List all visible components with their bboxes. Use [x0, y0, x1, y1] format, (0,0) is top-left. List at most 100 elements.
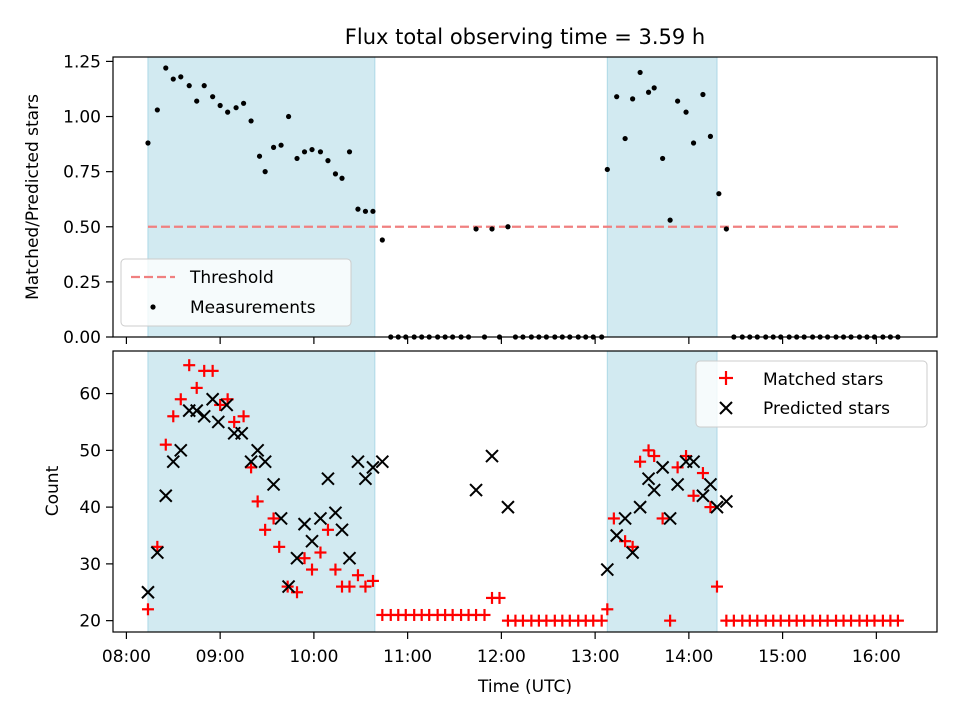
measurement-point	[225, 109, 231, 115]
predicted-star-marker	[235, 426, 249, 441]
measurement-point	[622, 135, 628, 142]
matched-star-marker	[687, 489, 700, 502]
chart-title: Flux total observing time = 3.59 h	[345, 25, 705, 49]
matched-legend-label: Matched stars	[763, 370, 883, 390]
matched-legend-swatch	[719, 371, 733, 385]
predicted-star-marker	[141, 585, 155, 599]
predicted-star-marker	[375, 454, 390, 469]
matched-star-marker	[183, 359, 196, 372]
y-tick-label: 0.25	[63, 273, 101, 293]
measurement-point	[262, 169, 268, 175]
measurements-legend-swatch	[150, 304, 156, 310]
y-tick-label: 1.25	[63, 52, 101, 72]
measurement-point	[186, 83, 192, 89]
predicted-star-marker	[250, 443, 265, 458]
matched-star-marker	[343, 580, 356, 593]
measurement-point	[362, 208, 369, 214]
measurement-point	[201, 83, 207, 89]
threshold-legend-label: Threshold	[189, 268, 274, 288]
matched-star-marker	[159, 438, 172, 451]
measurement-point	[651, 85, 657, 91]
measurement-point	[630, 96, 636, 102]
predicted-star-marker	[696, 489, 710, 503]
predicted-legend-label: Predicted stars	[763, 399, 890, 419]
matched-star-marker	[206, 364, 219, 377]
predicted-star-marker	[205, 392, 220, 406]
matched-star-marker	[214, 398, 227, 411]
measurement-point	[294, 155, 300, 162]
predicted-star-marker	[335, 523, 349, 537]
top-panel: 0.00 0.25 0.50 0.75 1.00 1.25 Matched/Predict…	[23, 52, 938, 348]
measurement-point	[170, 76, 176, 82]
top-plot-frame	[112, 56, 938, 338]
predicted-legend-swatch	[719, 401, 733, 415]
measurement-point	[683, 109, 689, 115]
measurement-point	[233, 105, 239, 111]
measurement-point	[355, 206, 361, 212]
predicted-star-marker	[244, 454, 258, 469]
bottom-y-label: Count	[43, 465, 63, 516]
predicted-star-marker	[290, 551, 304, 565]
predicted-star-marker	[159, 489, 173, 503]
matched-star-marker	[190, 381, 203, 394]
predicted-star-marker	[358, 472, 373, 486]
predicted-star-marker	[342, 551, 357, 565]
predicted-star-marker	[328, 506, 343, 520]
matched-star-marker	[267, 512, 280, 525]
matched-star-marker	[696, 467, 709, 480]
matched-star-markers	[141, 359, 904, 627]
x-tick-label: 11:00	[383, 647, 432, 667]
x-axis-label: Time (UTC)	[477, 677, 572, 697]
measurement-point	[604, 166, 610, 173]
predicted-star-marker	[600, 562, 615, 577]
matched-star-marker	[245, 461, 258, 474]
matched-star-marker	[141, 603, 154, 616]
matched-star-marker	[704, 501, 717, 514]
y-tick-label: 0.00	[63, 328, 101, 348]
matched-star-marker	[493, 591, 506, 604]
matched-star-marker	[314, 546, 327, 559]
bottom-plot-frame	[112, 350, 938, 633]
x-tick-label: 13:00	[571, 647, 620, 667]
measurement-point	[217, 102, 223, 109]
measurement-point	[145, 140, 151, 146]
predicted-star-marker	[220, 398, 234, 412]
x-tick-label: 14:00	[664, 647, 713, 667]
measurement-point	[645, 89, 652, 95]
matched-star-marker	[601, 603, 614, 616]
predicted-star-marker	[633, 500, 647, 514]
matched-star-marker	[321, 523, 334, 536]
matched-star-marker	[642, 444, 655, 457]
matched-star-marker	[351, 569, 364, 582]
predicted-star-marker	[274, 511, 288, 526]
predicted-star-marker	[710, 500, 724, 514]
y-tick-label: 1.00	[63, 108, 101, 128]
matched-star-marker	[359, 580, 372, 593]
measurement-point	[178, 74, 184, 80]
matched-star-marker	[273, 540, 286, 553]
measurement-point	[700, 91, 706, 98]
measurement-point	[270, 144, 277, 150]
measurement-point	[325, 158, 331, 164]
predicted-star-marker	[305, 534, 319, 548]
y-tick-label: 0.75	[63, 163, 101, 183]
x-tick-label: 12:00	[477, 647, 526, 667]
measurement-point	[707, 133, 714, 139]
x-tick-label: 09:00	[196, 647, 245, 667]
matched-star-marker	[680, 450, 693, 463]
predicted-star-marker	[297, 517, 312, 531]
matched-star-marker	[626, 540, 639, 553]
x-tick-label: 15:00	[758, 647, 807, 667]
matched-star-marker	[329, 563, 342, 576]
matched-star-marker	[366, 574, 379, 587]
predicted-star-marker	[485, 449, 499, 463]
predicted-star-marker	[501, 500, 515, 514]
predicted-star-marker	[686, 454, 701, 469]
y-tick-label: 40	[79, 498, 101, 518]
measurement-point	[194, 98, 200, 104]
bottom-y-axis: 20 30 40 50 60	[79, 385, 113, 632]
matched-star-marker	[634, 455, 647, 468]
bottom-x-axis: 08:00 09:00 10:00 11:00 12:00 13:00 14:00 15:00…	[102, 632, 901, 667]
predicted-star-marker	[647, 483, 661, 497]
